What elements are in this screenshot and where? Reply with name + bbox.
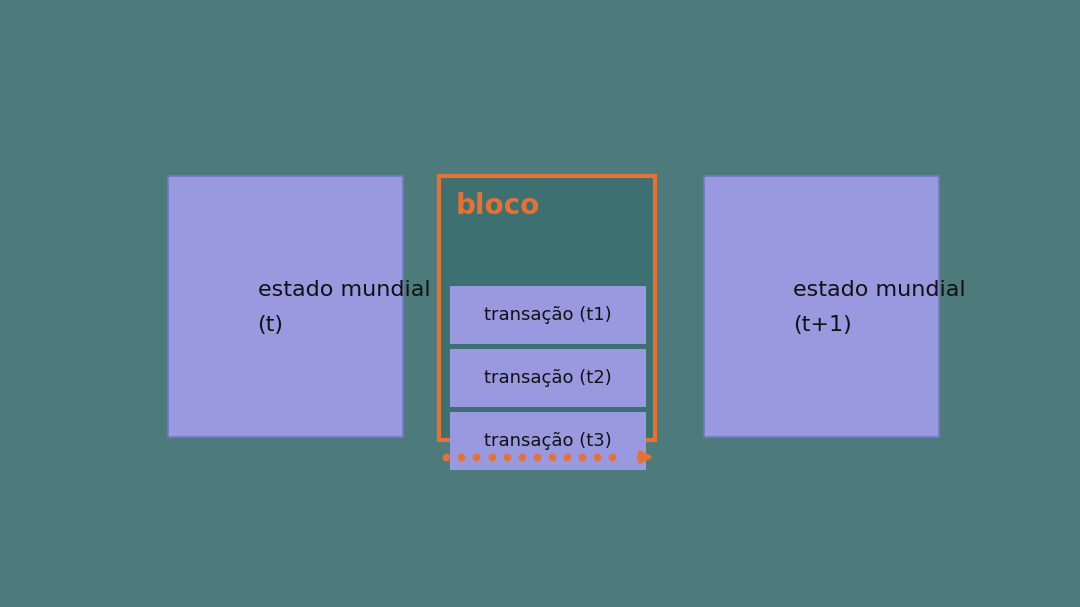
Bar <box>449 412 646 470</box>
Text: transação (t2): transação (t2) <box>484 369 611 387</box>
Text: bloco: bloco <box>456 192 540 220</box>
Bar <box>438 175 654 439</box>
Text: (t+1): (t+1) <box>793 315 852 335</box>
Bar <box>449 285 646 344</box>
Text: transação (t3): transação (t3) <box>484 432 611 450</box>
Bar <box>449 348 646 407</box>
Text: estado mundial: estado mundial <box>257 280 430 300</box>
Bar <box>704 175 939 438</box>
Bar <box>168 175 403 438</box>
Text: estado mundial: estado mundial <box>793 280 966 300</box>
Text: transação (t1): transação (t1) <box>484 306 611 324</box>
Text: (t): (t) <box>257 315 284 335</box>
